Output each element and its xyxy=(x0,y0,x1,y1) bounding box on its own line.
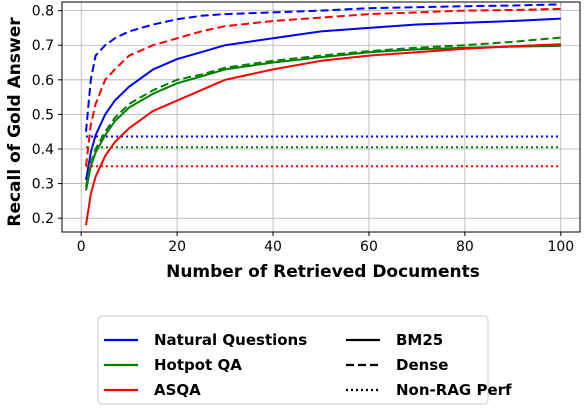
hotpot-qa-dense-line xyxy=(85,36,561,188)
legend-label: Non-RAG Perf xyxy=(396,381,512,399)
y-axis-label: Recall of Gold Answer xyxy=(5,17,25,227)
axis-ticks: 0 20 40 60 80 100 0.2 0.3 0.4 0.5 0.6 0.7 0.8 xyxy=(32,4,574,255)
legend-label: Natural Questions xyxy=(154,331,307,349)
y-tick-label: 0.4 xyxy=(32,142,54,158)
y-tick-label: 0.8 xyxy=(32,4,54,20)
x-tick-label: 60 xyxy=(360,239,378,255)
legend-label: Dense xyxy=(396,356,448,374)
y-tick-label: 0.6 xyxy=(32,73,54,89)
gridlines xyxy=(62,2,580,232)
asqa-dense-line xyxy=(85,7,561,167)
asqa-bm25-line xyxy=(85,43,561,226)
natural-questions-bm25-line xyxy=(85,17,561,181)
x-axis-label: Number of Retrieved Documents xyxy=(166,262,480,282)
natural-questions-dense-line xyxy=(85,3,561,132)
hotpot-qa-bm25-line xyxy=(85,44,561,191)
legend-label: ASQA xyxy=(154,381,201,399)
plot-frame xyxy=(61,1,581,233)
legend-label: Hotpot QA xyxy=(154,356,242,374)
x-tick-label: 40 xyxy=(264,239,282,255)
x-tick-label: 0 xyxy=(77,239,86,255)
series-lines xyxy=(85,3,561,226)
y-tick-label: 0.2 xyxy=(32,211,54,227)
y-tick-label: 0.5 xyxy=(32,107,54,123)
x-tick-label: 80 xyxy=(456,239,474,255)
y-tick-label: 0.7 xyxy=(32,38,54,54)
y-tick-label: 0.3 xyxy=(32,177,54,193)
legend-box xyxy=(97,315,489,405)
legend-label: BM25 xyxy=(396,331,443,349)
x-tick-label: 100 xyxy=(547,239,574,255)
legend: Natural Questions Hotpot QA ASQA BM25 Dense N… xyxy=(97,315,512,405)
x-tick-label: 20 xyxy=(168,239,186,255)
